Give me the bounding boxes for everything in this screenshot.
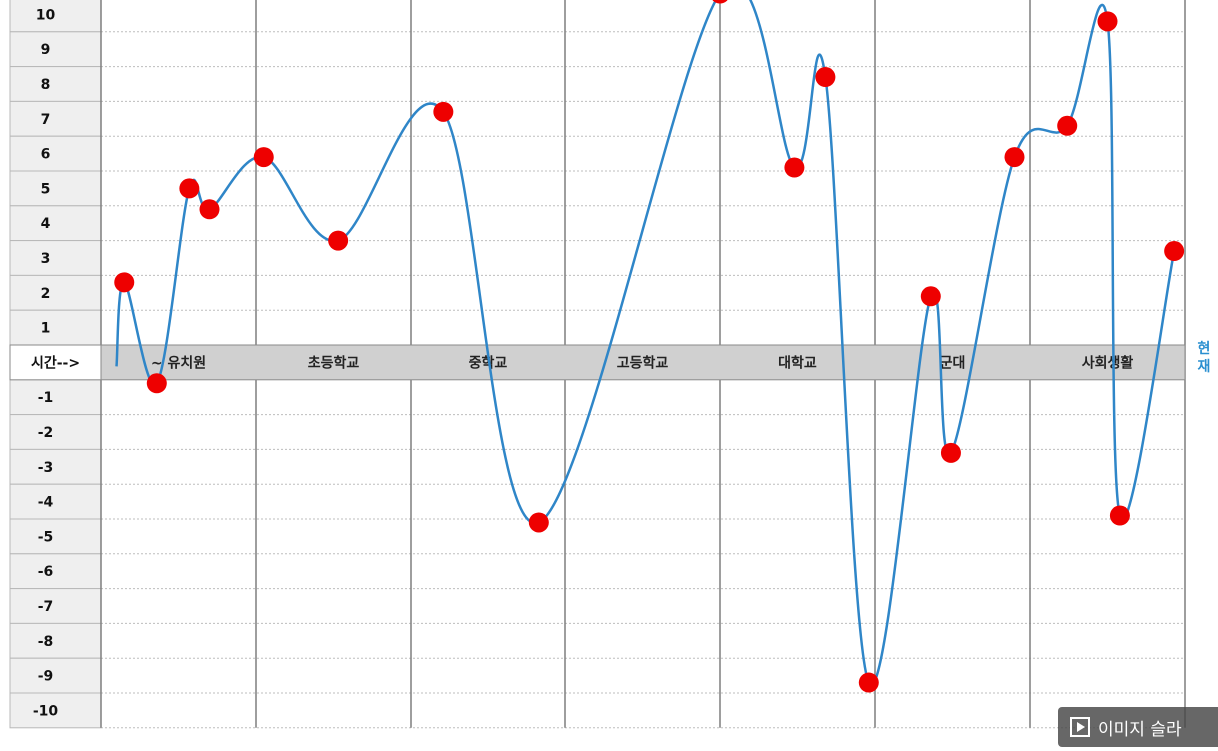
y-tick-label: -2 [38, 425, 54, 441]
data-point [253, 147, 274, 168]
y-tick-label: 7 [41, 112, 51, 128]
y-tick-cell [9, 518, 102, 555]
period-label: 사회생활 [1082, 354, 1134, 371]
y-tick-cell [9, 448, 102, 485]
image-slide-overlay[interactable]: 이미지 슬라 [1058, 707, 1218, 747]
data-point [433, 101, 454, 122]
y-tick-cell [9, 170, 102, 207]
y-tick-label: 5 [41, 181, 51, 197]
data-point [328, 230, 349, 251]
data-point [712, 0, 728, 4]
row-backgrounds [9, 0, 102, 729]
y-axis-ticks: 10 9 8 7 6 5 4 3 2 1 -1 -2 -3 -4 -5 -6 -7 -8 -9 -10 [33, 7, 59, 719]
y-tick-cell [9, 692, 102, 729]
y-tick-cell [9, 553, 102, 590]
y-tick-cell [9, 0, 102, 33]
period-label: 고등학교 [617, 355, 669, 371]
period-label: ~ 유치원 [151, 355, 206, 371]
time-axis-label: 시간--> [31, 354, 80, 371]
y-tick-label: 1 [41, 321, 51, 337]
data-point [858, 672, 879, 693]
data-point [1004, 147, 1025, 168]
axis-label-cell [9, 344, 102, 381]
y-tick-label: -8 [38, 634, 54, 650]
period-label: 군대 [940, 355, 966, 371]
data-points [114, 0, 1185, 693]
y-tick-label: -3 [38, 460, 54, 476]
data-point [114, 272, 135, 293]
data-point [146, 373, 167, 394]
y-tick-label: -9 [38, 669, 54, 685]
y-tick-label: 4 [41, 216, 51, 232]
y-tick-cell [9, 135, 102, 172]
data-point [815, 67, 836, 88]
data-point [920, 286, 941, 307]
y-tick-cell [9, 205, 102, 242]
y-tick-label: 2 [41, 286, 51, 302]
y-tick-label: -10 [33, 703, 59, 719]
y-tick-label: -1 [38, 390, 54, 406]
y-tick-cell [9, 414, 102, 450]
image-slide-text: 이미지 슬라 [1098, 719, 1182, 740]
y-tick-cell [9, 657, 102, 694]
data-point [1164, 241, 1185, 262]
y-tick-cell [9, 31, 102, 68]
y-tick-label: -4 [38, 495, 54, 511]
y-tick-label: 8 [41, 77, 51, 93]
series-line [115, 0, 1176, 687]
y-tick-label: 9 [41, 42, 51, 58]
data-point [940, 442, 961, 463]
data-point [784, 157, 805, 178]
data-point [199, 199, 220, 220]
y-tick-cell [9, 309, 102, 346]
y-tick-label: -6 [38, 564, 54, 580]
y-tick-cell [9, 100, 102, 137]
time-axis-band: 시간--> ~ 유치원 초등학교 중학교 고등학교 대학교 군대 사회생활 현 재 [9, 341, 1211, 381]
y-tick-label: 6 [41, 147, 51, 163]
y-tick-cell [9, 588, 102, 624]
data-point [1109, 505, 1130, 526]
y-tick-label: 3 [41, 251, 51, 267]
data-point [1057, 115, 1078, 136]
y-tick-label: 10 [36, 7, 56, 23]
data-point [528, 512, 549, 533]
y-tick-cell [9, 240, 102, 276]
y-tick-cell [9, 274, 102, 311]
y-tick-cell [9, 622, 102, 659]
y-tick-cell [9, 66, 102, 102]
y-tick-cell [9, 379, 102, 416]
life-curve-line [115, 0, 1176, 687]
y-tick-label: -5 [38, 529, 54, 545]
period-label: 초등학교 [308, 355, 360, 371]
y-tick-cell [9, 483, 102, 520]
y-tick-label: -7 [38, 599, 54, 615]
data-point [179, 178, 200, 199]
image-slide-icon [1070, 717, 1090, 737]
data-point [1097, 11, 1118, 32]
period-label: 대학교 [778, 355, 817, 371]
period-label: 중학교 [469, 355, 508, 371]
